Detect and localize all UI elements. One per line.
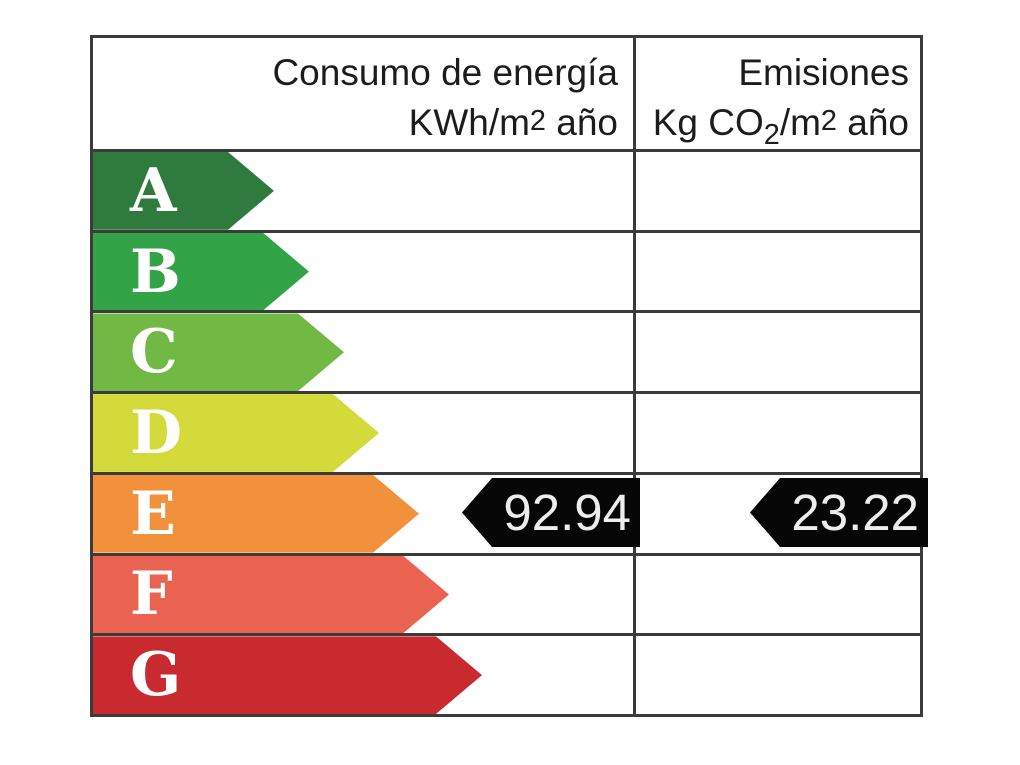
rating-letter-c: C: [130, 317, 178, 388]
column-divider: [633, 38, 636, 714]
rating-arrow-f: F: [93, 556, 449, 634]
header-emisiones-line2: Kg CO2/m2 año: [652, 102, 909, 151]
rating-letter-f: F: [130, 559, 173, 630]
rating-row-b: B: [93, 229, 920, 311]
rating-row-a: A: [93, 152, 920, 230]
header-consumo-line2: KWh/m2 año: [408, 102, 618, 143]
rating-row-c: C: [93, 310, 920, 391]
rating-letter-b: B: [130, 236, 181, 307]
rating-table: Consumo de energía KWh/m2 año Emisiones …: [90, 35, 928, 717]
rating-letter-e: E: [130, 478, 176, 549]
emisiones-value-tag: 23.22: [750, 478, 928, 547]
rating-letter-a: A: [130, 155, 177, 226]
rating-arrow-e: E: [93, 475, 419, 553]
rating-arrow-a: A: [93, 152, 274, 230]
consumo-value-tag: 92.94: [462, 478, 640, 547]
table-header: Consumo de energía KWh/m2 año Emisiones …: [93, 38, 920, 152]
rating-arrow-d: D: [93, 394, 379, 472]
rating-arrow-g: G: [93, 636, 482, 714]
consumo-value: 92.94: [503, 484, 631, 541]
rating-letter-d: D: [130, 398, 183, 469]
emisiones-value: 23.22: [791, 484, 919, 541]
rating-row-f: F: [93, 552, 920, 634]
header-consumo-line1: Consumo de energía: [272, 52, 618, 93]
rating-row-e: E: [93, 471, 920, 553]
header-emisiones: Emisiones Kg CO2/m2 año: [633, 38, 920, 151]
header-consumo: Consumo de energía KWh/m2 año: [93, 38, 633, 149]
rating-row-g: G: [93, 633, 920, 714]
rating-rows: A B C D E: [93, 152, 920, 714]
header-emisiones-line1: Emisiones: [738, 52, 909, 93]
rating-letter-g: G: [130, 640, 182, 711]
rating-row-d: D: [93, 391, 920, 472]
rating-arrow-b: B: [93, 233, 309, 311]
rating-arrow-c: C: [93, 313, 344, 391]
